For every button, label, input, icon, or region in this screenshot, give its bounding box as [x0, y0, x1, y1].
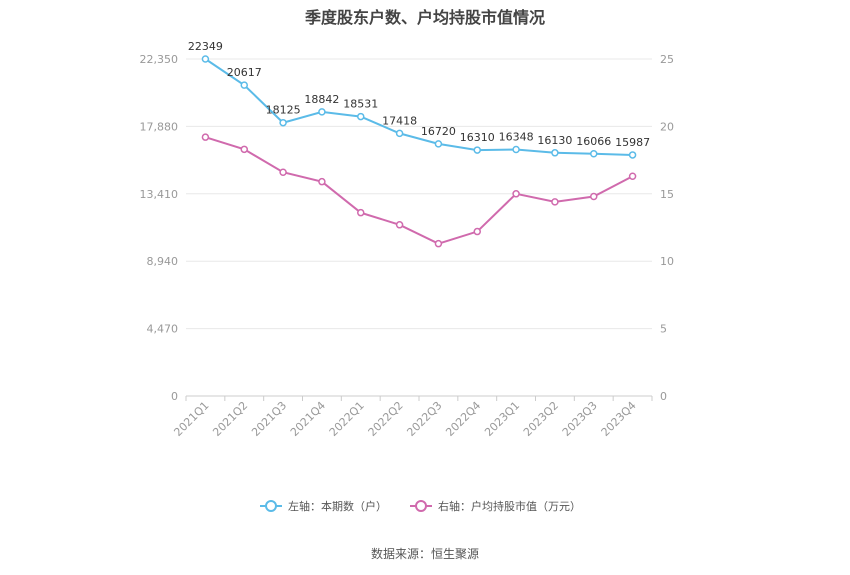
- x-tick-label: 2021Q1: [171, 399, 211, 439]
- axes: 0 0 4,470 5 8,940 10 13,410 15 17,880 20 22,350 25 2…: [140, 53, 675, 439]
- y-right-tick-label: 25: [660, 53, 674, 66]
- data-point: [357, 112, 365, 121]
- data-point: [590, 150, 598, 158]
- x-tick-label: 2023Q2: [521, 399, 561, 439]
- data-label: 15987: [615, 136, 650, 149]
- data-label: 16348: [499, 130, 534, 143]
- y-left-tick-label: 17,880: [140, 120, 179, 133]
- x-tick-label: 2023Q3: [560, 399, 600, 439]
- x-tick-label: 2023Q1: [482, 399, 522, 439]
- data-point: [434, 140, 443, 148]
- data-point: [551, 149, 559, 157]
- data-label: 16720: [421, 125, 456, 138]
- y-right-tick-label: 0: [660, 390, 667, 403]
- x-tick-label: 2022Q3: [404, 399, 444, 439]
- data-label: 20617: [227, 66, 262, 79]
- y-left-tick-label: 8,940: [147, 255, 179, 268]
- data-point: [279, 118, 287, 127]
- data-point: [201, 55, 210, 63]
- legend-item-label: 右轴：户均持股市值（万元）: [438, 499, 581, 513]
- data-point: [395, 129, 404, 138]
- data-point: [201, 133, 210, 141]
- x-tick-label: 2021Q4: [288, 399, 328, 439]
- data-point: [240, 81, 248, 89]
- data-label: 16130: [537, 134, 572, 147]
- x-tick-label: 2022Q4: [443, 399, 483, 439]
- y-left-tick-label: 4,470: [147, 323, 179, 336]
- series-line-2: [205, 136, 634, 245]
- x-tick-label: 2023Q4: [599, 399, 639, 439]
- data-point: [628, 172, 637, 181]
- data-point: [590, 192, 598, 201]
- y-left-tick-label: 13,410: [140, 188, 179, 201]
- data-point: [434, 239, 443, 248]
- y-right-tick-label: 15: [660, 188, 674, 201]
- x-tick-label: 2022Q2: [366, 399, 406, 439]
- data-source-note: 数据来源：恒生聚源: [370, 547, 479, 561]
- data-point: [551, 198, 559, 206]
- x-tick-label: 2022Q1: [327, 399, 367, 439]
- y-left-tick-label: 22,350: [140, 53, 179, 66]
- x-tick-label: 2021Q2: [210, 399, 250, 439]
- data-point: [512, 190, 520, 198]
- chart-title: 季度股东户数、户均持股市值情况: [304, 8, 545, 27]
- legend-swatch-marker: [265, 500, 277, 512]
- data-point: [240, 145, 248, 154]
- series-layer: [201, 55, 637, 248]
- y-left-tick-label: 0: [171, 390, 178, 403]
- legend-swatch-marker: [415, 500, 427, 512]
- series-line-1: [204, 58, 633, 156]
- y-right-tick-label: 10: [660, 255, 674, 268]
- y-right-tick-label: 20: [660, 120, 674, 133]
- data-label: 18531: [343, 98, 378, 111]
- data-label: 18842: [304, 93, 339, 106]
- data-point: [473, 146, 481, 154]
- y-right-tick-label: 5: [660, 323, 667, 336]
- data-label: 22349: [188, 40, 223, 53]
- data-point: [395, 221, 404, 229]
- legend-item-label: 左轴：本期数（户）: [288, 499, 387, 513]
- data-point: [473, 227, 481, 236]
- data-label: 16310: [460, 131, 495, 144]
- data-label: 16066: [576, 135, 611, 148]
- grid-lines: [186, 58, 652, 330]
- data-point: [279, 168, 287, 176]
- data-point: [628, 151, 637, 159]
- data-label: 18125: [266, 104, 301, 117]
- data-point: [512, 145, 520, 154]
- data-point: [357, 208, 365, 217]
- data-point: [318, 177, 326, 186]
- legend: 左轴：本期数（户） 右轴：户均持股市值（万元）: [260, 499, 581, 513]
- x-tick-label: 2021Q3: [249, 399, 289, 439]
- data-point: [318, 108, 326, 116]
- data-label: 17418: [382, 114, 417, 127]
